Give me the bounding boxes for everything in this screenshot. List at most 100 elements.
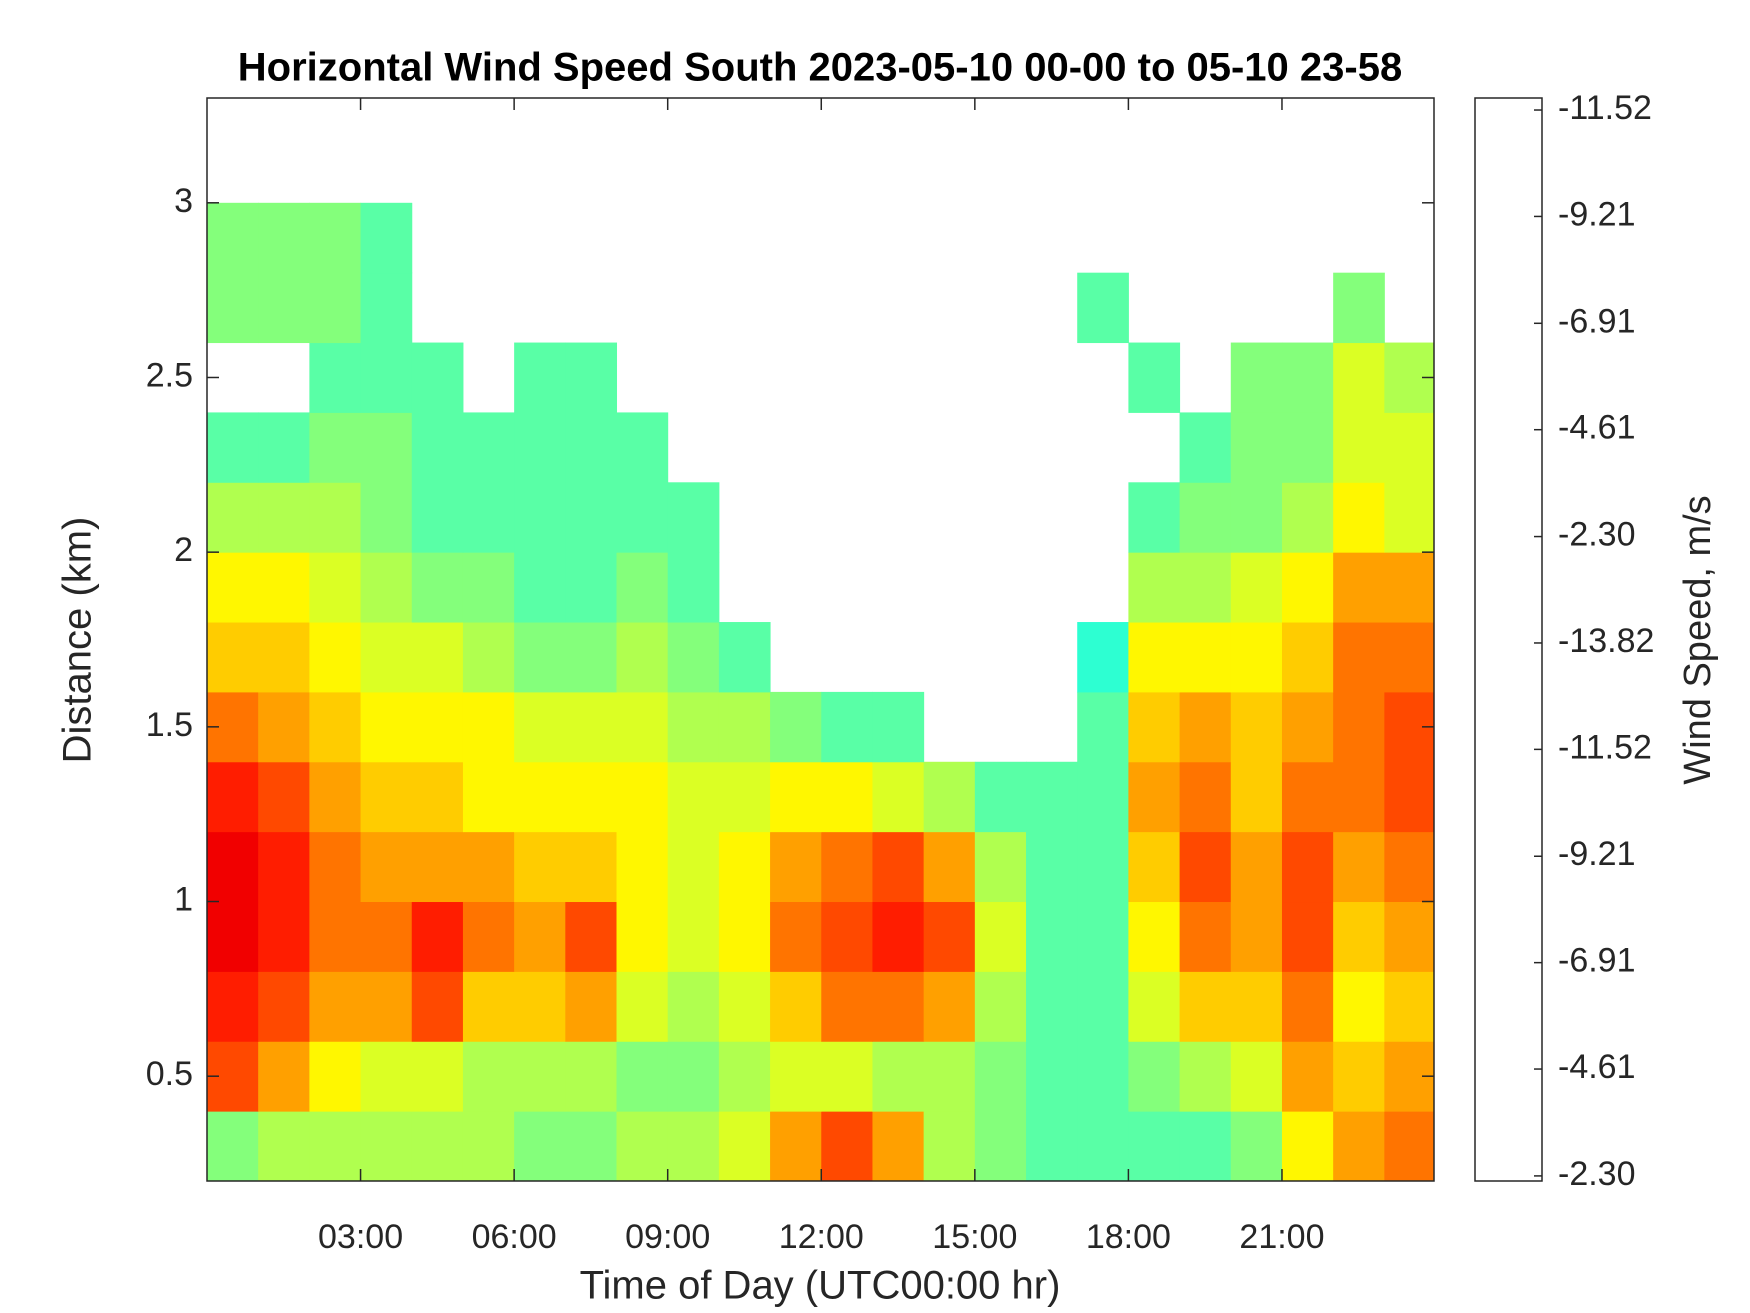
heatmap-cell [309, 761, 362, 833]
heatmap-cell [974, 1111, 1027, 1182]
heatmap-cell [1179, 691, 1232, 763]
heatmap-cell [1384, 901, 1435, 972]
heatmap-cell [514, 342, 566, 413]
heatmap-cell [923, 761, 976, 833]
heatmap-cell [258, 622, 310, 693]
heatmap-cell [974, 831, 1027, 903]
heatmap-cell [514, 412, 566, 483]
heatmap-cell [974, 761, 1027, 833]
heatmap-cell [1230, 342, 1283, 413]
heatmap-cell [1128, 482, 1181, 553]
heatmap-cell [514, 482, 566, 553]
heatmap-cell [1281, 552, 1334, 623]
x-axis-label: Time of Day (UTC00:00 hr) [580, 1264, 1061, 1308]
heatmap-cell [411, 971, 464, 1042]
heatmap-cell [616, 901, 669, 972]
y-axis-label: Distance (km) [56, 517, 100, 764]
colorbar-tick-label: -6.91 [1558, 942, 1636, 980]
heatmap-cell [1077, 831, 1129, 903]
heatmap-cell [411, 342, 464, 413]
plot-frame [206, 97, 1435, 1182]
heatmap-cell [1281, 1111, 1334, 1182]
heatmap-cell [1077, 901, 1129, 972]
colorbar-tick-label: -4.61 [1558, 1048, 1636, 1086]
heatmap-cell [514, 622, 566, 693]
heatmap-cell [1026, 1041, 1078, 1112]
heatmap-cell [1281, 1041, 1334, 1112]
heatmap-cell [1281, 482, 1334, 553]
heatmap-cell [1179, 901, 1232, 972]
heatmap-cell [1128, 622, 1181, 693]
heatmap-cell [1179, 831, 1232, 903]
heatmap-cell [207, 622, 259, 693]
heatmap-cell [462, 1111, 515, 1182]
heatmap-cell [1026, 1111, 1078, 1182]
heatmap-cell [770, 1041, 822, 1112]
heatmap-cell [1281, 971, 1334, 1042]
colorbar-label: Wind Speed, m/s [1677, 495, 1719, 784]
heatmap-cell [207, 971, 259, 1042]
colorbar-tick-label: -4.61 [1558, 409, 1636, 447]
heatmap-cell [207, 1111, 259, 1182]
heatmap-cell [616, 552, 669, 623]
heatmap-cell [1333, 552, 1385, 623]
heatmap-cell [514, 691, 566, 763]
heatmap-cell [360, 342, 413, 413]
heatmap-cell [207, 482, 259, 553]
heatmap-cell [1179, 1111, 1232, 1182]
heatmap-cell [462, 971, 515, 1042]
heatmap-cell [1281, 901, 1334, 972]
heatmap-cell [872, 691, 925, 763]
heatmap-cell [258, 1111, 310, 1182]
heatmap-cell [411, 1111, 464, 1182]
heatmap-cell [770, 831, 822, 903]
heatmap-cell [1128, 552, 1181, 623]
heatmap-cell [207, 901, 259, 972]
heatmap-cell [360, 831, 413, 903]
heatmap-cell [462, 1041, 515, 1112]
heatmap [207, 202, 1435, 1182]
heatmap-cell [718, 761, 771, 833]
x-tick-label: 18:00 [1086, 1218, 1171, 1256]
heatmap-cell [1333, 482, 1385, 553]
heatmap-cell [872, 831, 925, 903]
heatmap-cell [360, 552, 413, 623]
heatmap-cell [360, 761, 413, 833]
heatmap-cell [360, 971, 413, 1042]
heatmap-cell [411, 482, 464, 553]
heatmap-cell [1026, 971, 1078, 1042]
heatmap-cell [872, 1111, 925, 1182]
heatmap-cell [462, 691, 515, 763]
heatmap-cell [1333, 622, 1385, 693]
heatmap-cell [360, 622, 413, 693]
heatmap-cell [1281, 342, 1334, 413]
heatmap-cell [462, 552, 515, 623]
heatmap-cell [1179, 1041, 1232, 1112]
heatmap-cell [718, 971, 771, 1042]
heatmap-cell [770, 971, 822, 1042]
heatmap-cell [1179, 482, 1232, 553]
heatmap-cell [770, 1111, 822, 1182]
heatmap-cell [309, 202, 362, 274]
heatmap-cell [309, 482, 362, 553]
heatmap-cell [207, 552, 259, 623]
heatmap-cell [616, 622, 669, 693]
colorbar-tick-label: -13.82 [1558, 622, 1654, 660]
heatmap-cell [1230, 971, 1283, 1042]
heatmap-cell [1077, 622, 1129, 693]
x-tick-label: 12:00 [779, 1218, 864, 1256]
heatmap-cell [411, 831, 464, 903]
heatmap-cell [360, 1041, 413, 1112]
heatmap-cell [770, 901, 822, 972]
heatmap-cell [514, 1041, 566, 1112]
heatmap-cell [616, 1041, 669, 1112]
heatmap-cell [923, 831, 976, 903]
heatmap-cell [821, 1111, 873, 1182]
x-tick-label: 09:00 [625, 1218, 710, 1256]
y-tick-label: 1 [174, 881, 193, 919]
x-tick-label: 21:00 [1239, 1218, 1324, 1256]
heatmap-cell [309, 971, 362, 1042]
heatmap-cell [616, 482, 669, 553]
heatmap-cell [821, 831, 873, 903]
